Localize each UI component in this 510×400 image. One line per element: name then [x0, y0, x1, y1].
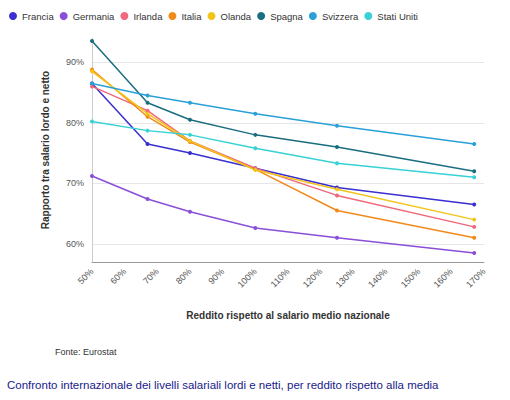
svg-text:170%: 170% [464, 266, 487, 289]
svg-text:Reddito rispetto al salario me: Reddito rispetto al salario medio nazion… [186, 310, 390, 321]
svg-text:Rapporto tra salario lordo e n: Rapporto tra salario lordo e netto [40, 71, 51, 229]
svg-text:Germania: Germania [73, 11, 115, 22]
svg-text:70%: 70% [141, 266, 161, 286]
svg-text:110%: 110% [269, 266, 292, 289]
svg-text:Fonte: Eurostat: Fonte: Eurostat [55, 347, 117, 357]
svg-text:Irlanda: Irlanda [133, 11, 163, 22]
svg-text:70%: 70% [66, 178, 84, 188]
svg-text:150%: 150% [399, 266, 422, 289]
svg-text:100%: 100% [236, 266, 259, 289]
svg-text:Svizzera: Svizzera [322, 11, 359, 22]
svg-text:Francia: Francia [22, 11, 54, 22]
svg-text:140%: 140% [366, 266, 389, 289]
svg-text:120%: 120% [301, 266, 324, 289]
svg-text:60%: 60% [108, 266, 128, 286]
svg-text:80%: 80% [66, 118, 84, 128]
svg-text:160%: 160% [432, 266, 455, 289]
svg-text:60%: 60% [66, 239, 84, 249]
svg-text:90%: 90% [66, 57, 84, 67]
svg-text:130%: 130% [334, 266, 357, 289]
svg-text:80%: 80% [174, 266, 194, 286]
svg-text:90%: 90% [206, 266, 226, 286]
svg-text:Stati Uniti: Stati Uniti [377, 11, 418, 22]
svg-text:Italia: Italia [181, 11, 202, 22]
svg-text:Confronto internazionale dei l: Confronto internazionale dei livelli sal… [7, 379, 439, 391]
svg-text:50%: 50% [76, 266, 96, 286]
svg-text:Olanda: Olanda [221, 11, 252, 22]
svg-text:Spagna: Spagna [270, 11, 303, 22]
